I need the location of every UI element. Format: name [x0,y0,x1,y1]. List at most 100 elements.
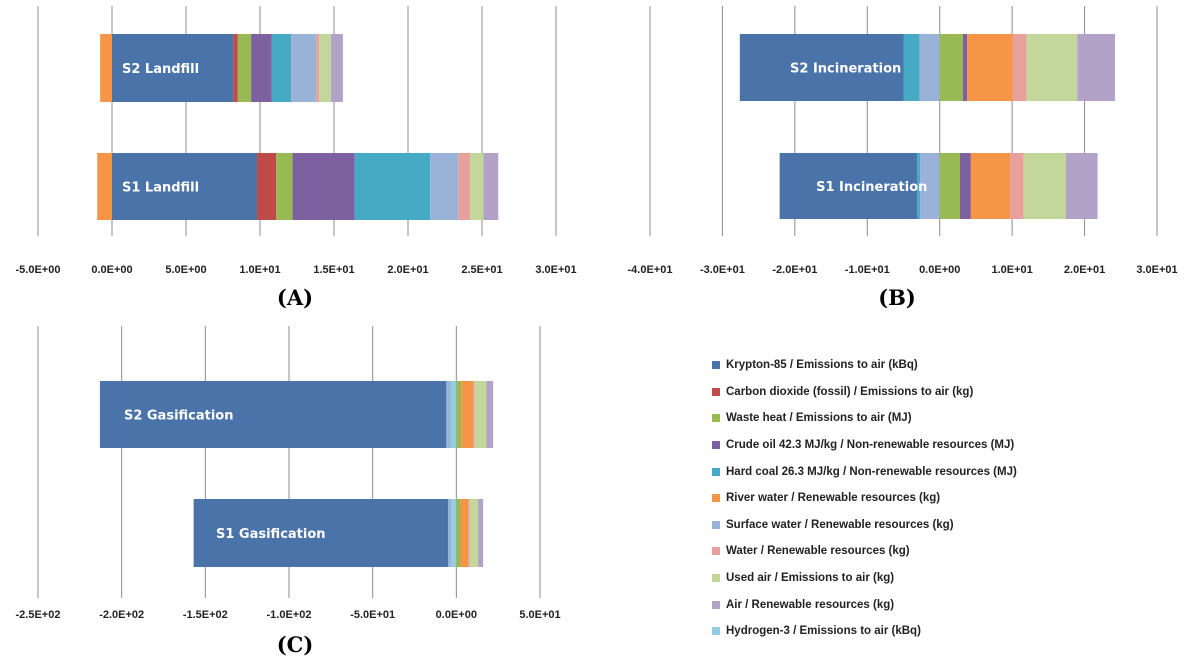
bar-segment-surface-water [430,153,459,220]
x-tick-label: -2.5E+02 [16,609,61,621]
x-tick-label: -4.0E+01 [628,264,673,276]
legend-label: Water / Renewable resources (kg) [726,545,910,558]
bar-segment-air [1065,153,1098,219]
legend-item: River water / Renewable resources (kg) [712,485,1017,512]
legend-item: Surface water / Renewable resources (kg) [712,512,1017,539]
bar-segment-carbon-dioxide-fossil [257,153,277,220]
bar-segment-krypton-85 [193,499,448,567]
x-tick-label: 0.0E+00 [91,264,132,276]
x-tick-label: -5.0E+00 [16,264,61,276]
bar-segment-surface-water [446,381,451,448]
bar-segment-used-air [1026,34,1078,101]
chart-panel-b: -4.0E+01 -3.0E+01 -2.0E+01 -1.0E+01 0.0E+00 1… [628,6,1178,310]
chart-panel-c: -2.5E+02 -2.0E+02 -1.5E+02 -1.0E+02 -5.0E+01… [16,326,561,657]
x-tick-label: -1.0E+01 [845,264,890,276]
x-tick-label: -5.0E+01 [350,609,395,621]
legend-label: Krypton-85 / Emissions to air (kBq) [726,359,918,372]
x-tick-label: -1.5E+02 [183,609,228,621]
legend-swatch [712,600,720,609]
bar-segment-waste-heat [237,34,252,102]
legend: Krypton-85 / Emissions to air (kBq) Carbo… [712,352,1017,645]
legend-item: Used air / Emissions to air (kg) [712,565,1017,592]
legend-label: Crude oil 42.3 MJ/kg / Non-renewable res… [726,439,1015,452]
bar-segment-waste-heat [939,34,963,101]
bar-segment-water [1012,34,1027,101]
bar-segment-used-air [470,153,484,220]
panel-label: (C) [277,632,314,657]
legend-item: Crude oil 42.3 MJ/kg / Non-renewable res… [712,432,1017,459]
bar-segment-used-air [469,499,479,567]
x-tick-label: 0.0E+00 [436,609,477,621]
legend-label: Waste heat / Emissions to air (MJ) [726,412,912,425]
x-tick-label: 1.0E+01 [239,264,280,276]
bar-label: S1 Landfill [122,181,199,196]
legend-swatch [712,627,720,636]
bar-segment-river-water [460,499,469,567]
bar-segment-waste-heat [939,153,960,219]
bar-segment-crude-oil-42-3-mj-kg [292,153,355,220]
bar-segment-water [316,34,320,102]
bar-segment-krypton-85 [99,381,447,448]
legend-label: Hard coal 26.3 MJ/kg / Non-renewable res… [726,465,1017,478]
legend-swatch [712,387,720,396]
bar-segment-water [473,381,475,448]
legend-item: Krypton-85 / Emissions to air (kBq) [712,352,1017,379]
bar-label: S2 Incineration [790,62,901,77]
x-tick-label: 0.0E+00 [919,264,960,276]
panel-label: (B) [878,285,916,310]
bar-segment-river-water [97,153,112,220]
bar-segment-surface-water [291,34,317,102]
legend-label: Air / Renewable resources (kg) [726,598,895,611]
bar-segment-waste-heat [276,153,293,220]
bar-segment-river-water [967,34,1013,101]
bar-segment-river-water [970,153,1010,219]
chart-panel-a: -5.0E+00 0.0E+00 5.0E+00 1.0E+01 1.5E+01 2.0E… [16,6,577,310]
legend-label: Hydrogen-3 / Emissions to air (kBq) [726,625,921,638]
x-tick-label: 5.0E+00 [165,264,206,276]
bar-segment-krypton-85 [739,34,904,101]
bar-segment-krypton-85 [779,153,918,219]
legend-swatch [712,361,720,370]
bar-segment-hard-coal-26-3-mj-kg [917,153,921,219]
bar-segment-water [468,499,470,567]
bar-segment-waste-heat [456,499,461,567]
x-tick-label: -2.0E+02 [99,609,144,621]
legend-label: Surface water / Renewable resources (kg) [726,518,954,531]
x-tick-label: 3.0E+01 [535,264,576,276]
bar-segment-water [458,153,471,220]
x-tick-label: 2.5E+01 [461,264,502,276]
bar-label: S2 Gasification [124,409,234,424]
x-tick-label: 2.0E+01 [387,264,428,276]
bar-segment-used-air [319,34,332,102]
bar-segment-air [331,34,343,102]
bar-segment-water [1009,153,1024,219]
bar-segment-air [486,381,494,448]
bar-segment-hard-coal-26-3-mj-kg [271,34,292,102]
legend-item: Waste heat / Emissions to air (MJ) [712,405,1017,432]
bar-label: S1 Incineration [816,180,927,195]
bar-segment-hard-coal-26-3-mj-kg [354,153,431,220]
bar-segment-krypton-85 [112,153,258,220]
legend-swatch [712,520,720,529]
x-tick-label: 1.5E+01 [313,264,354,276]
bar-segment-carbon-dioxide-fossil [233,34,238,102]
legend-item: Hydrogen-3 / Emissions to air (kBq) [712,618,1017,645]
bar-label: S2 Landfill [122,62,199,77]
bar-segment-waste-heat [456,381,462,448]
legend-swatch [712,414,720,423]
bar-segment-river-water [100,34,112,102]
x-tick-label: 1.0E+01 [991,264,1032,276]
bar-segment-river-water [461,381,474,448]
x-tick-label: -3.0E+01 [700,264,745,276]
legend-label: River water / Renewable resources (kg) [726,492,941,505]
bar-segment-surface-water [447,499,452,567]
x-tick-label: 2.0E+01 [1064,264,1105,276]
bar-segment-air [1077,34,1115,101]
bar-segment-surface-water [920,153,940,219]
x-tick-label: -2.0E+01 [772,264,817,276]
legend-item: Carbon dioxide (fossil) / Emissions to a… [712,379,1017,406]
bar-segment-crude-oil-42-3-mj-kg [251,34,272,102]
bar-segment-crude-oil-42-3-mj-kg [962,34,968,101]
bar-segment-crude-oil-42-3-mj-kg [959,153,971,219]
bar-segment-used-air [1023,153,1066,219]
